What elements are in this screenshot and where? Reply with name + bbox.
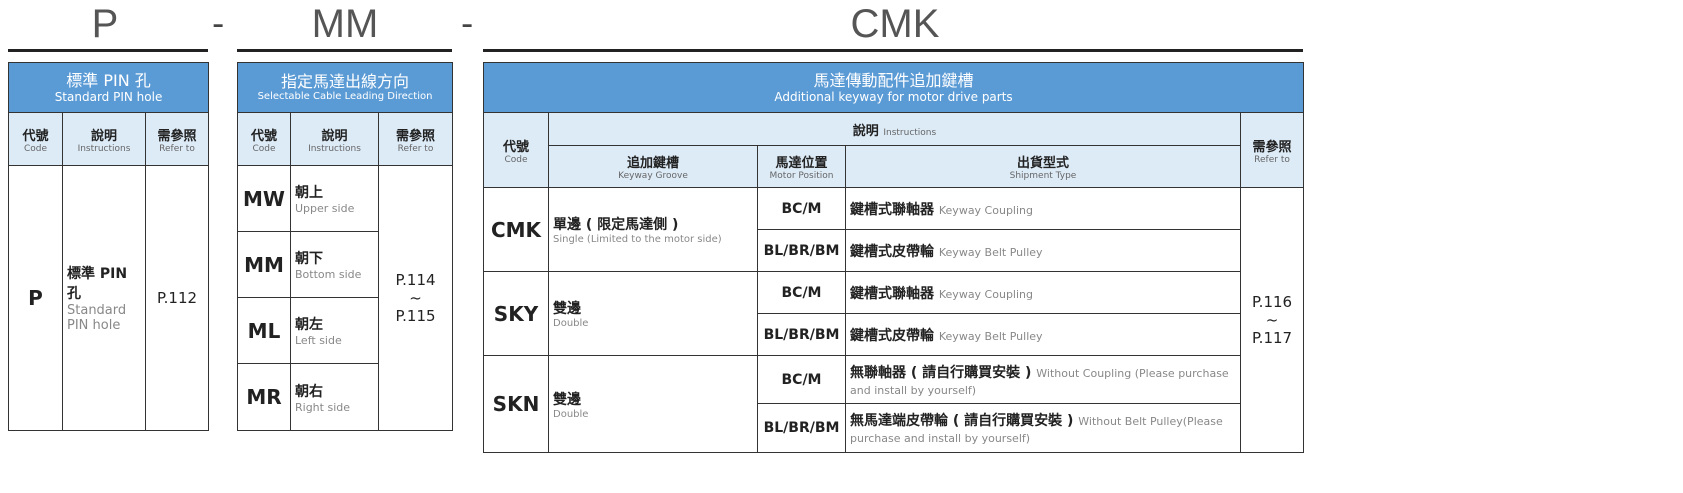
table-row: CMK 單邊 ( 限定馬達側 ) Single (Limited to the mo… — [483, 187, 1305, 453]
table-row: SKN 雙邊 Double BC/M 無聯軸器 ( 請自行購買安裝 ) Without … — [483, 355, 1304, 453]
table-row: ML 朝左 Left side — [237, 297, 453, 364]
table-row: MM 朝下 Bottom side — [237, 231, 453, 298]
table-header: 指定馬達出線方向 Selectable Cable Leading Directi… — [236, 62, 454, 113]
cable-direction-table: 指定馬達出線方向 Selectable Cable Leading Directi… — [236, 62, 454, 431]
divider — [237, 49, 452, 52]
table-row: MW 朝上 Upper side P.114 ~ P.115 — [237, 165, 454, 431]
table-row: MR 朝右 Right side — [237, 363, 453, 431]
pin-hole-table: 標準 PIN 孔 Standard PIN hole 代號 Code 說明 Instr… — [7, 62, 210, 431]
divider — [8, 49, 208, 52]
separator-dash: - — [212, 4, 225, 44]
table-header: 馬達傳動配件追加鍵槽 Additional keyway for motor dr… — [482, 62, 1305, 113]
separator-dash: - — [461, 4, 474, 44]
table-row: SKY 雙邊 Double BC/M 鍵槽式聯軸器 Keyway Coupling — [483, 271, 1304, 356]
table-row: P 標準 PIN 孔 Standard PIN hole P.112 — [8, 165, 210, 431]
col-instructions: 說明 Instructions — [62, 112, 146, 166]
table-row: BL/BR/BM 無馬達端皮帶輪 ( 請自行購買安裝 ) Without Belt… — [484, 403, 1304, 453]
col-code: 代號 Code — [8, 112, 63, 166]
code-cmk-title: CMK — [850, 2, 940, 46]
code-mm-title: MM — [311, 2, 379, 46]
col-refer: 需參照 Refer to — [144, 112, 210, 166]
keyway-table: 馬達傳動配件追加鍵槽 Additional keyway for motor dr… — [482, 62, 1305, 453]
table-row: BL/BR/BM 鍵槽式皮帶輪 Keyway Belt Pulley — [484, 313, 1304, 356]
table-header: 標準 PIN 孔 Standard PIN hole — [7, 62, 210, 113]
divider — [483, 49, 1303, 52]
code-p-title: P — [91, 2, 119, 46]
code-cell: CMK — [483, 187, 549, 272]
code-cell: SKN — [483, 355, 549, 453]
code-cell: SKY — [483, 271, 549, 356]
table-row: BL/BR/BM 鍵槽式皮帶輪 Keyway Belt Pulley — [484, 229, 1304, 272]
